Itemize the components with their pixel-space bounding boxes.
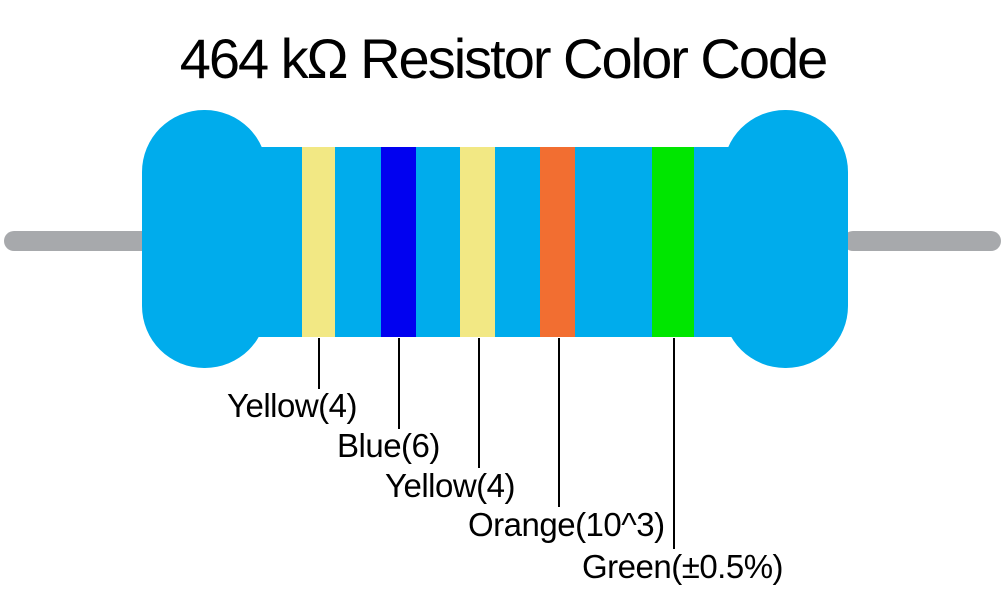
color-band-3-yellow — [460, 147, 495, 337]
page-title: 464 kΩ Resistor Color Code — [179, 27, 829, 90]
leader-line-band-1 — [318, 338, 320, 389]
right-lead-wire — [843, 231, 1001, 251]
leader-line-band-3 — [478, 338, 480, 468]
resistor-right-cap — [723, 110, 848, 368]
resistor-left-cap — [142, 110, 267, 368]
leader-line-band-4 — [558, 338, 560, 507]
left-lead-wire — [4, 231, 162, 251]
band-label-4: Orange(10^3) — [468, 506, 665, 543]
color-band-4-orange — [540, 147, 575, 337]
band-label-3: Yellow(4) — [385, 467, 516, 504]
leader-line-band-2 — [398, 338, 400, 429]
color-band-5-green — [652, 147, 694, 337]
band-label-1: Yellow(4) — [227, 387, 358, 424]
color-band-1-yellow — [302, 147, 335, 337]
band-label-5: Green(±0.5%) — [582, 548, 784, 585]
color-band-2-blue — [381, 147, 416, 337]
leader-line-band-5 — [673, 338, 675, 549]
band-label-2: Blue(6) — [337, 427, 440, 464]
